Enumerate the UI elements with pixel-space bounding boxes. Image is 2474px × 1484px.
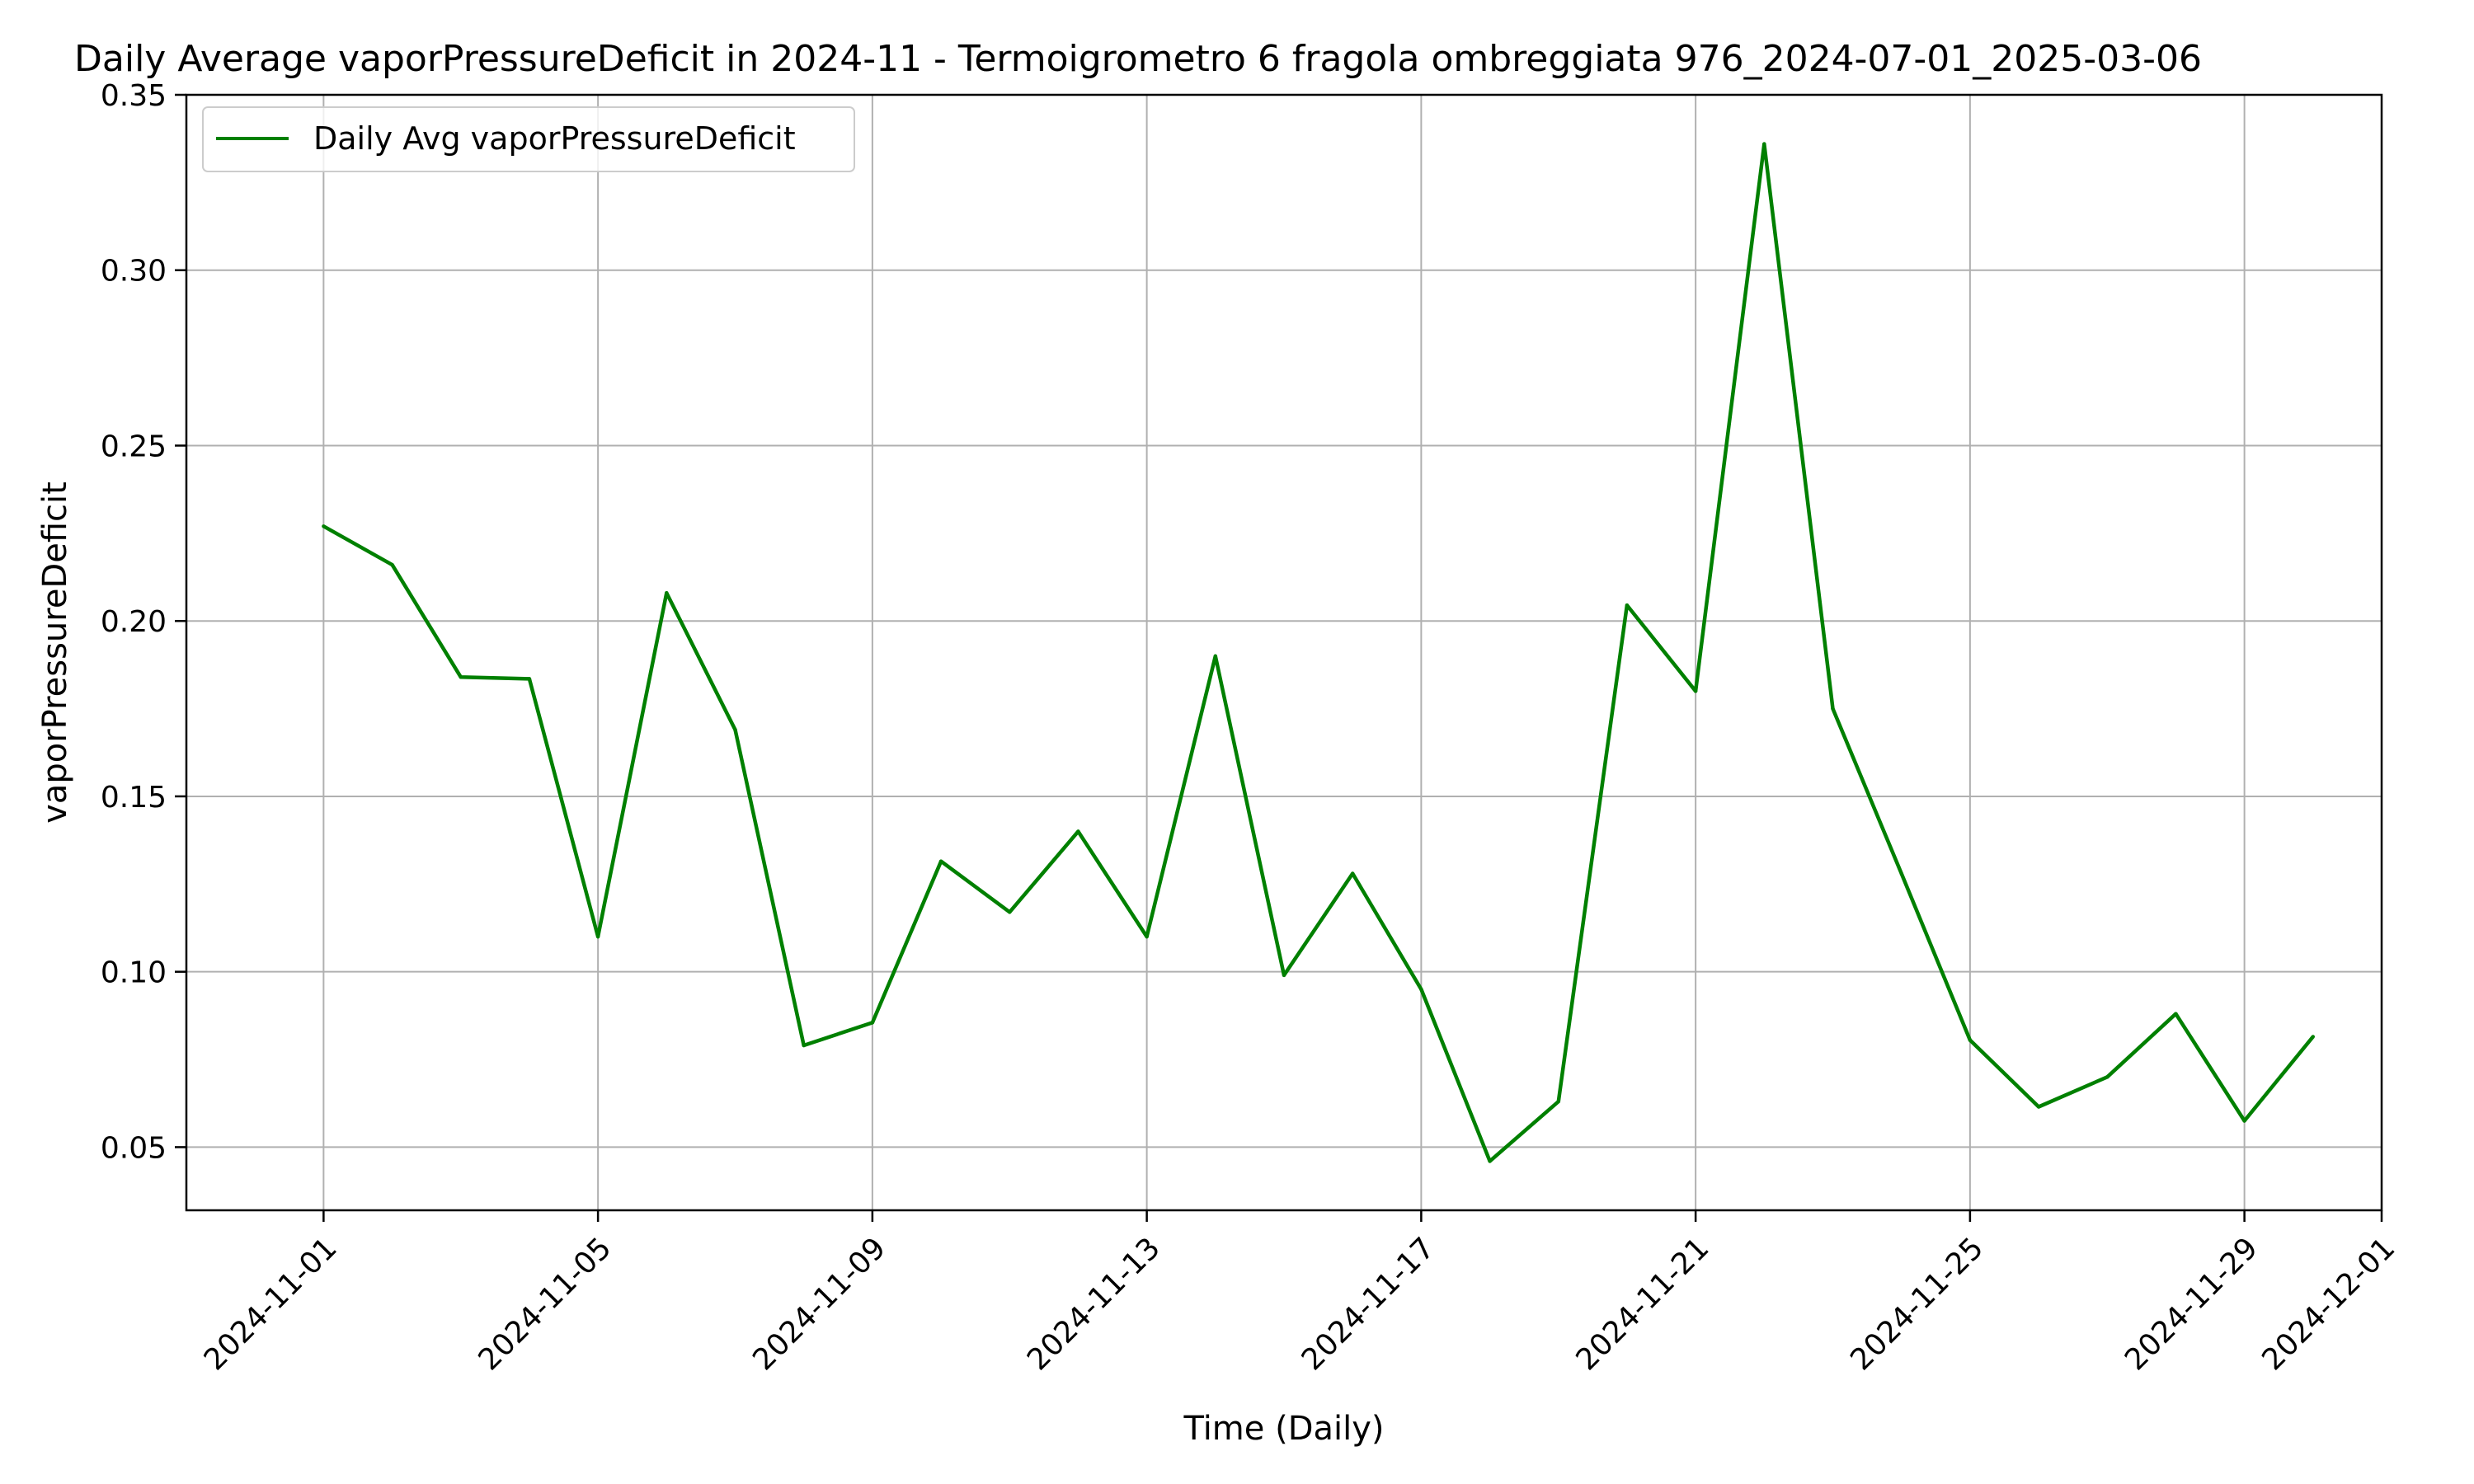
data-point (1076, 829, 1080, 834)
axis-ticks: 2024-11-01 2024-11-05 2024-11-09 2024-11-13… (101, 79, 2402, 1377)
data-point (1762, 142, 1766, 146)
x-tick-label: 2024-11-17 (1296, 1231, 1442, 1377)
legend: Daily Avg vaporPressureDeficit (202, 106, 855, 172)
data-point (733, 727, 737, 732)
x-tick-label: 2024-11-25 (1844, 1231, 1990, 1377)
y-tick-label: 0.35 (101, 79, 167, 113)
x-tick-label: 2024-12-01 (2255, 1231, 2401, 1377)
data-point (1145, 934, 1149, 939)
data-point (1488, 1159, 1492, 1163)
data-point (802, 1043, 806, 1048)
chart-title: Daily Average vaporPressureDeficit in 20… (74, 38, 2202, 80)
data-point (1350, 871, 1355, 876)
data-point (1899, 871, 1903, 876)
data-point (1625, 603, 1630, 608)
data-point (390, 562, 394, 567)
y-tick-label: 0.20 (101, 605, 167, 639)
y-tick-label: 0.10 (101, 956, 167, 990)
data-point (322, 524, 326, 528)
data-point (1968, 1038, 1973, 1042)
series-line (322, 142, 2315, 1163)
y-tick-label: 0.05 (101, 1131, 167, 1165)
data-point (527, 677, 532, 681)
data-point (1693, 689, 1698, 693)
data-point (2242, 1119, 2246, 1123)
series-layer (322, 142, 2316, 1163)
x-tick-label: 2024-11-05 (473, 1231, 618, 1377)
data-point (870, 1021, 875, 1025)
y-tick-label: 0.15 (101, 781, 167, 815)
y-tick-label: 0.30 (101, 255, 167, 289)
data-point (1008, 910, 1012, 914)
data-point (459, 675, 463, 679)
x-tick-label: 2024-11-21 (1570, 1231, 1716, 1377)
grid (186, 94, 2382, 1210)
x-tick-label: 2024-11-13 (1021, 1231, 1167, 1377)
plot-area-frame (185, 93, 2383, 1212)
data-point (665, 590, 669, 595)
legend-label: Daily Avg vaporPressureDeficit (313, 120, 796, 157)
data-point (1213, 654, 1218, 658)
x-tick-label: 2024-11-01 (198, 1231, 344, 1377)
data-point (2036, 1105, 2041, 1109)
x-axis-label: Time (Daily) (1183, 1410, 1384, 1448)
y-axis-label: vaporPressureDeficit (36, 481, 74, 824)
data-point (595, 934, 600, 939)
data-point (1282, 973, 1286, 978)
data-point (2105, 1075, 2109, 1079)
x-tick-label: 2024-11-29 (2119, 1231, 2265, 1377)
data-point (2174, 1012, 2178, 1016)
y-tick-label: 0.25 (101, 430, 167, 463)
data-point (1831, 707, 1835, 711)
x-tick-label: 2024-11-09 (746, 1231, 892, 1377)
data-point (1556, 1099, 1560, 1104)
data-point (2311, 1035, 2316, 1039)
data-point (1419, 987, 1423, 992)
data-point (938, 859, 943, 863)
legend-box (202, 106, 855, 172)
